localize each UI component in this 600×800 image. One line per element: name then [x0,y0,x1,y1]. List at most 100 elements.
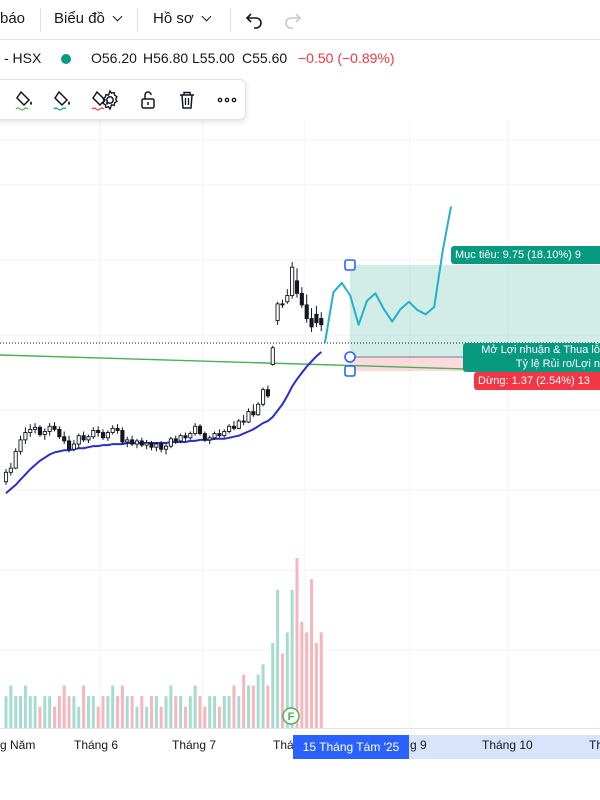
volume-bar [271,643,275,728]
volume-bar [188,696,192,728]
volume-bar [232,685,236,728]
volume-bar [57,696,61,728]
volume-bar [319,632,323,728]
volume-bar [96,706,100,728]
volume-bar [266,685,270,728]
volume-bar [106,696,110,728]
candlestick [57,428,62,438]
settings-icon[interactable] [98,88,122,112]
candlestick [212,433,217,439]
candlestick [159,443,164,450]
candlestick [139,440,144,446]
volume-bar [280,653,284,728]
volume-bar [198,696,202,728]
candlestick [18,439,23,452]
target-zone [350,265,600,357]
redo-icon[interactable] [282,9,304,31]
open-pl-box: Mở Lợi nhuận & Thua lỗ Tỷ lệ Rủi ro/Lợi … [463,343,600,372]
toolbar-divider [137,8,138,32]
candlestick [81,435,86,441]
volume-bar [120,685,124,728]
close-value: C55.60 [242,50,288,66]
event-marker-icon [282,707,300,725]
drawing-toolbar [0,79,246,120]
volume-bar [28,696,32,728]
candlestick [8,467,13,473]
volume-bar [310,579,314,728]
volume-bar [67,696,71,728]
volume-bar [164,696,168,728]
volume-bar [314,643,318,728]
volume-bar [295,558,299,728]
volume-bar [9,685,13,728]
profile-menu-button[interactable]: Hồ sơ [153,10,212,27]
delete-icon[interactable] [175,88,199,112]
chart-menu-label: Biểu đồ [54,10,105,27]
price-chart[interactable]: F [0,120,600,728]
volume-bar [43,696,47,728]
chart-menu-button[interactable]: Biểu đồ [54,10,123,27]
candlestick [256,403,261,416]
candlestick [207,437,212,441]
unlock-icon[interactable] [136,88,160,112]
volume-bar [77,706,81,728]
symbol-label[interactable]: - HSX [4,50,42,66]
candlestick [294,280,300,294]
chevron-down-icon [201,11,212,22]
volume-bar [208,696,212,728]
candlestick [105,432,110,439]
candlestick [173,438,178,442]
volume-bar [150,696,153,728]
candlestick [290,266,295,296]
candlestick [309,318,314,328]
open-pl-label: Mở Lợi nhuận & Thua lỗ [481,344,600,356]
volume-bar [101,696,105,728]
candlestick [304,304,309,319]
time-axis[interactable]: g Năm Tháng 6 Tháng 7 Thá g 9 Tháng 10 T… [0,728,600,759]
volume-bar [125,696,129,728]
undo-icon[interactable] [243,9,265,31]
candlestick [265,389,270,397]
fill-color-icon[interactable] [51,88,75,112]
chevron-down-icon [112,11,123,22]
volume-bar [130,696,134,728]
volume-bar [193,685,197,728]
line-color-icon[interactable] [13,88,37,112]
volume-bar [116,696,120,728]
top-toolbar: báo Biểu đồ Hồ sơ [0,0,600,40]
risk-reward-label: Tỷ lệ Rủi ro/Lợi n [515,358,600,370]
alerts-button[interactable]: báo [0,10,26,27]
volume-bar [300,621,304,728]
volume-bar [174,696,178,728]
volume-bar [23,685,27,728]
drag-handle[interactable] [344,259,356,271]
drag-handle[interactable] [344,351,356,363]
candlestick [285,295,290,303]
volume-bar [38,706,42,728]
volume-bar [19,696,23,728]
candlestick [33,426,38,430]
volume-bar [72,696,76,728]
volume-bar [290,589,294,728]
volume-bar [82,685,86,728]
candlestick [251,411,256,416]
x-range-highlight [409,735,600,759]
candlestick [71,443,76,450]
more-icon[interactable] [215,88,239,112]
volume-bar [285,632,289,728]
moving-average-line [5,351,322,494]
volume-bar [154,696,158,728]
volume-bar [33,696,37,728]
volume-bar [203,706,207,728]
volume-bar [217,706,221,728]
volume-bar [91,696,95,728]
drag-handle[interactable] [344,365,356,377]
candlestick [96,430,101,433]
crosshair-date-label: 15 Tháng Tám '25 [293,735,409,759]
candlestick [222,431,227,437]
volume-bar [222,696,226,728]
text-color-icon[interactable] [89,88,113,112]
candlestick [168,438,173,447]
volume-bar [145,706,149,728]
volume-bar [261,664,265,728]
